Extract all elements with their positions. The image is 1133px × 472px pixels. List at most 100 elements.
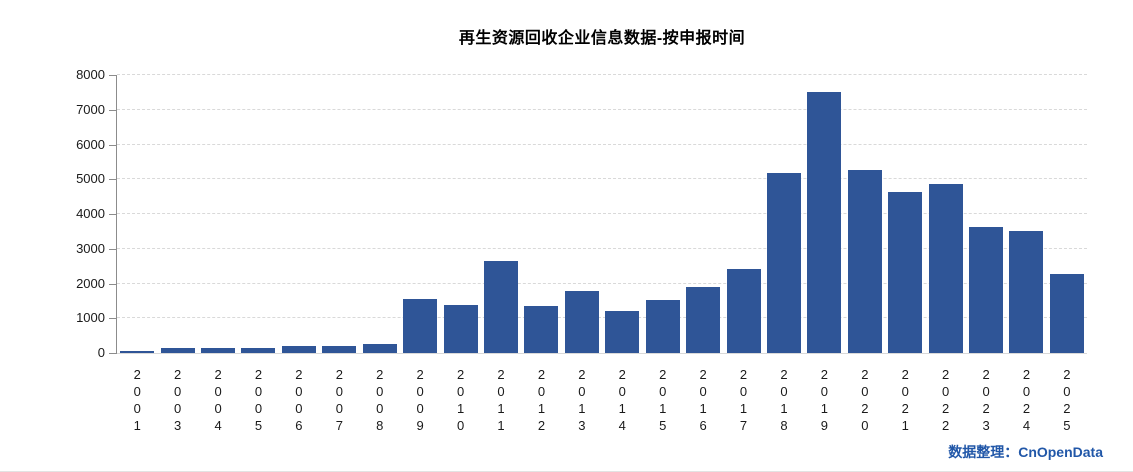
- gridline: [117, 108, 1087, 110]
- bar-2001: [120, 350, 155, 353]
- bar-slot: [279, 75, 319, 353]
- bar-slot: [238, 75, 278, 353]
- y-axis-tick: [109, 353, 116, 354]
- bar-2018: [766, 172, 801, 353]
- gridline: [117, 317, 1087, 319]
- gridline: [117, 178, 1087, 180]
- bar-slot: [885, 75, 925, 353]
- gridline: [117, 213, 1087, 214]
- bar-slot: [117, 75, 157, 353]
- bar-2025: [1049, 274, 1084, 353]
- bar-2016: [686, 287, 721, 353]
- bar-2021: [888, 192, 923, 353]
- bar-2003: [160, 347, 195, 353]
- bar-slot: [845, 75, 885, 353]
- bar-slot: [157, 75, 197, 353]
- y-axis-tick: [109, 283, 116, 285]
- bar-slot: [925, 75, 965, 353]
- bar-2020: [847, 169, 882, 353]
- bar-2017: [726, 268, 761, 353]
- bar-2007: [322, 345, 357, 353]
- y-axis-tick: [109, 179, 116, 181]
- bar-slot: [602, 75, 642, 353]
- attribution-label: 数据整理：: [948, 444, 1019, 460]
- y-axis-tick: [109, 75, 116, 76]
- y-axis-tick: [109, 248, 116, 250]
- bar-2010: [443, 304, 478, 353]
- bar-slot: [440, 75, 480, 353]
- bar-2005: [241, 347, 276, 353]
- bar-2006: [281, 346, 316, 353]
- y-axis-label: 6000: [76, 136, 105, 152]
- bar-2008: [362, 343, 397, 353]
- y-axis-line: [116, 75, 117, 354]
- bar-slot: [400, 75, 440, 353]
- gridline: [117, 143, 1087, 145]
- bar-slot: [521, 75, 561, 353]
- gridline: [117, 74, 1087, 75]
- bar-2014: [605, 310, 640, 353]
- bar-slot: [360, 75, 400, 353]
- bar-2011: [484, 261, 518, 353]
- y-axis-label: 0: [97, 345, 105, 360]
- bar-slot: [198, 75, 238, 353]
- y-axis-tick: [109, 318, 116, 320]
- y-axis-label: 2000: [76, 275, 105, 291]
- bar-slot: [1047, 75, 1087, 353]
- y-axis-tick: [109, 109, 116, 111]
- gridline: [117, 282, 1087, 284]
- y-axis-label: 4000: [76, 206, 105, 221]
- bar-slot: [481, 75, 521, 353]
- y-axis-tick: [109, 214, 116, 215]
- y-axis-tick: [109, 144, 116, 146]
- bar-slot: [723, 75, 763, 353]
- bar-slot: [683, 75, 723, 353]
- bar-slot: [562, 75, 602, 353]
- bar-2015: [645, 299, 680, 353]
- bar-slot: [966, 75, 1006, 353]
- bar-slot: [642, 75, 682, 353]
- bar-2013: [564, 291, 599, 353]
- y-axis-label: 8000: [76, 67, 105, 82]
